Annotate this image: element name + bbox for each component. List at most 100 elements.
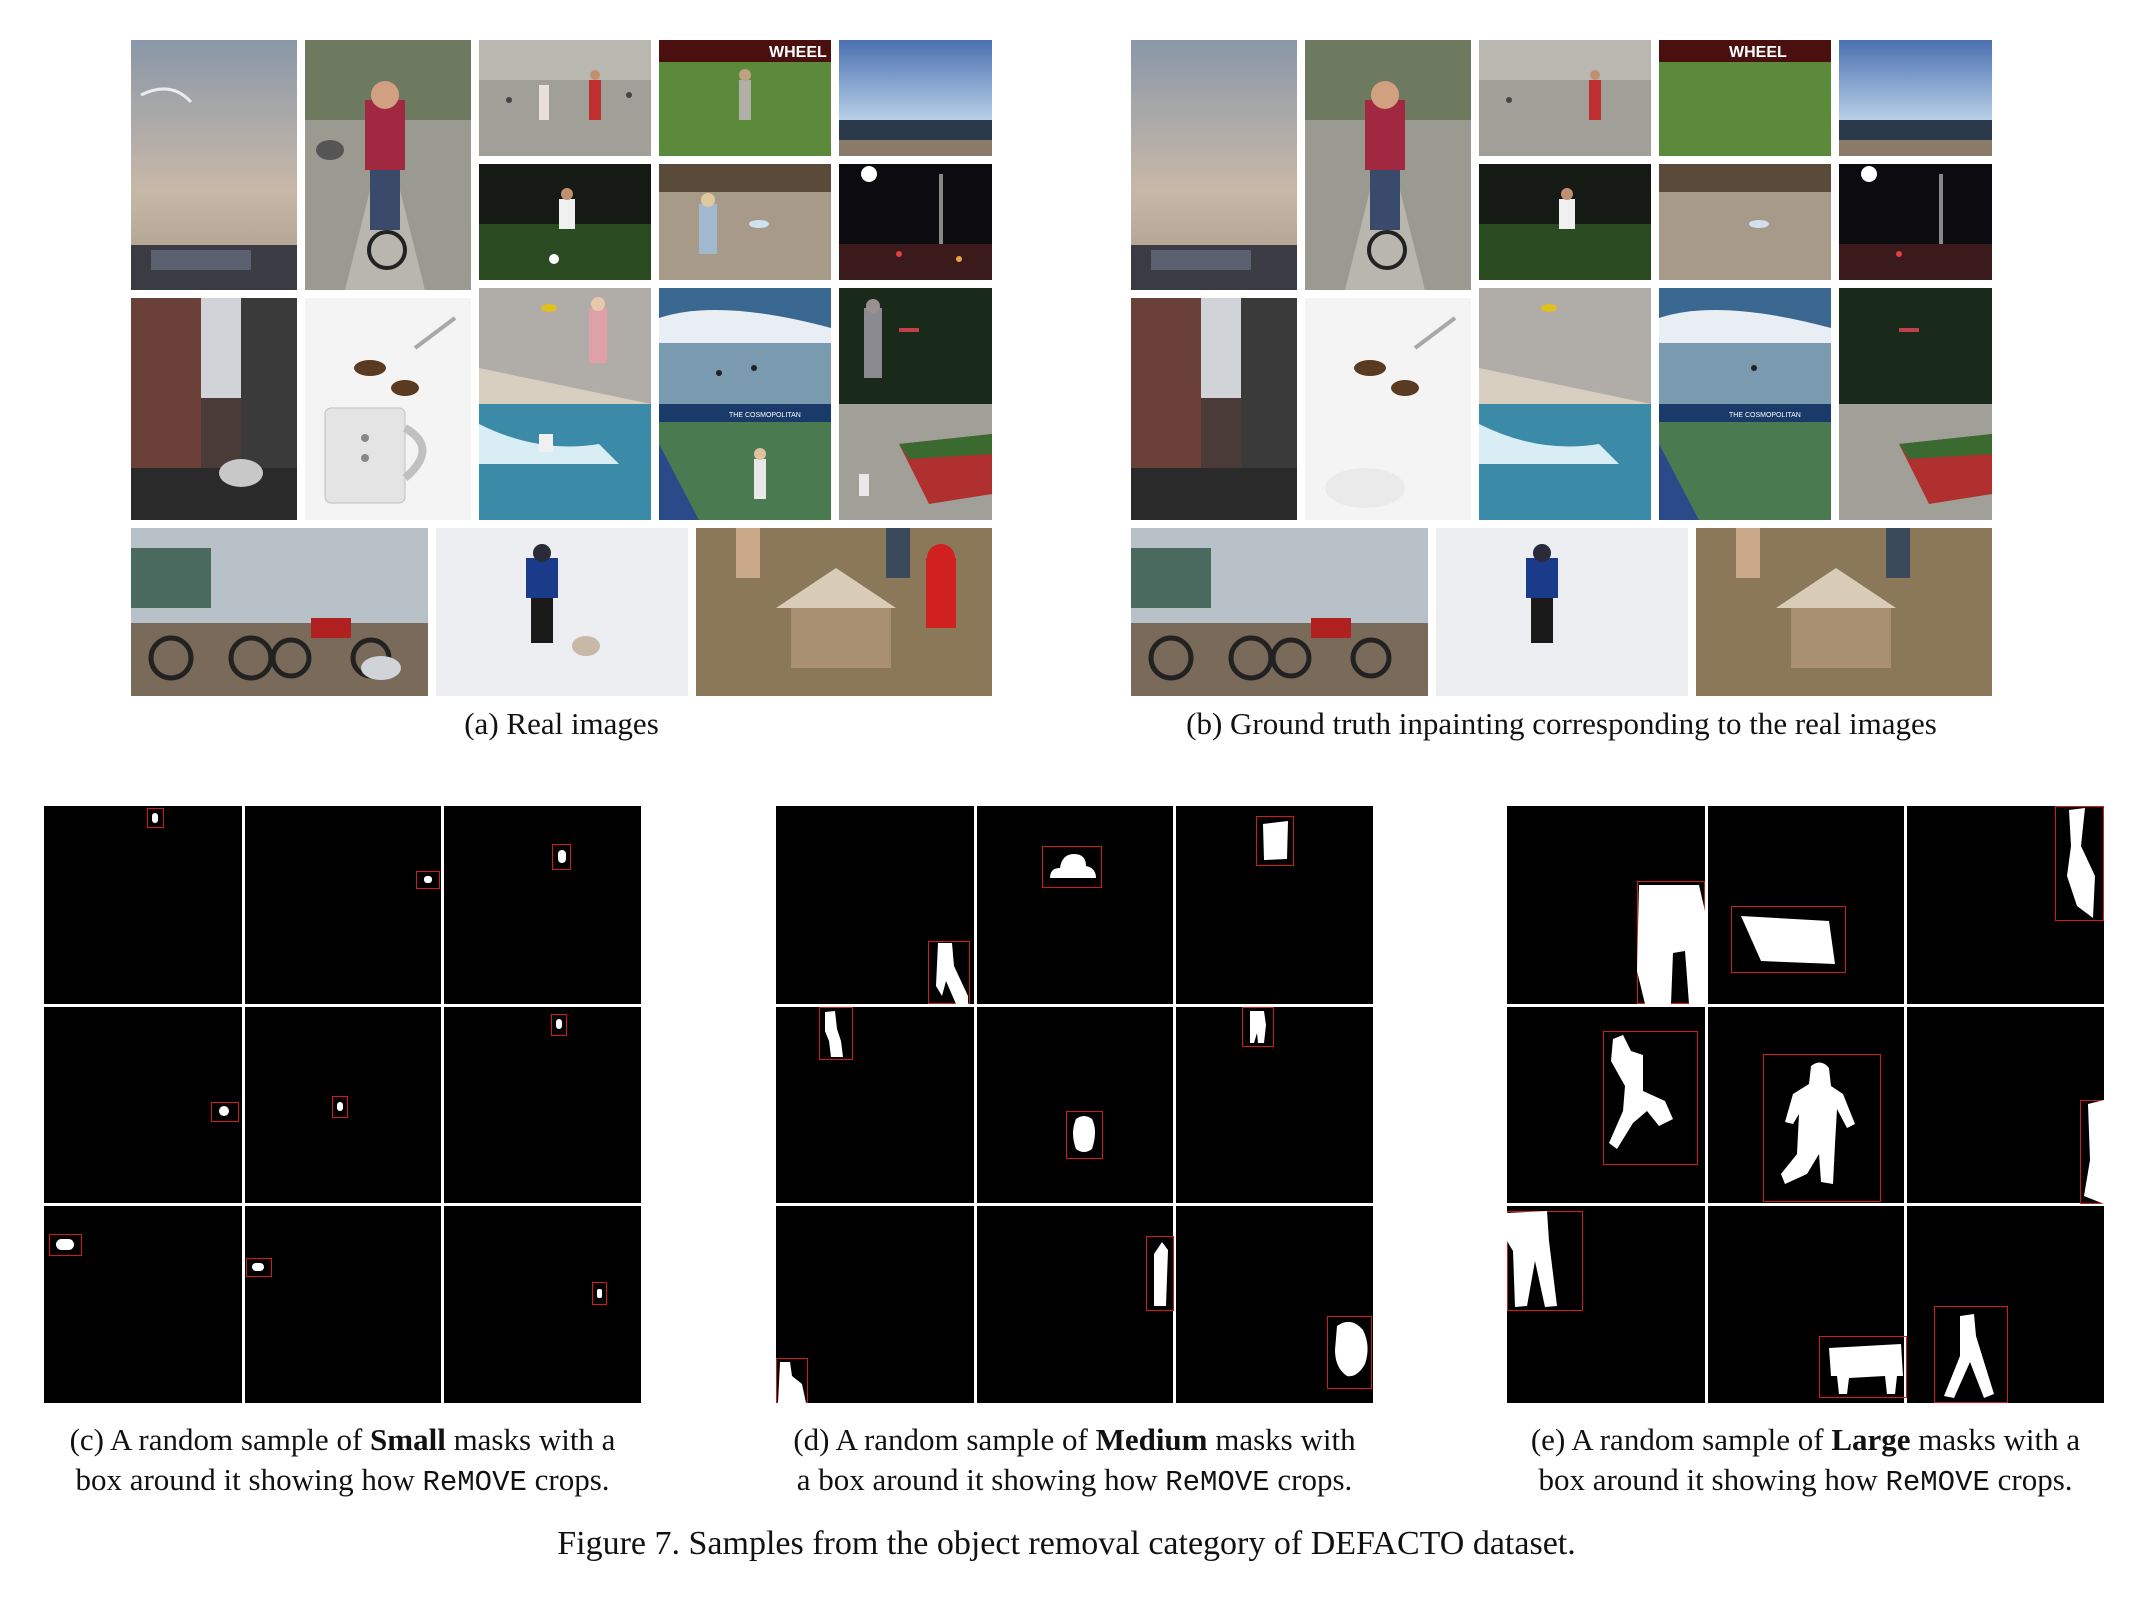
gt-photo-flowerbed: [1839, 404, 1992, 520]
photo-snow-hiker: [436, 528, 688, 696]
caption-text: crops.: [1269, 1462, 1353, 1497]
crop-box: [1146, 1236, 1174, 1311]
panel-a-real-images: WHEEL THE COSMOPOLITAN: [131, 40, 992, 696]
crop-box: [1327, 1316, 1372, 1389]
crop-box: [1819, 1336, 1907, 1398]
gt-photo-spoons: [1305, 298, 1471, 520]
gt-photo-night-soccer: [1479, 164, 1651, 280]
grid-line: [1507, 1004, 2104, 1007]
caption-code: ReMOVE: [1885, 1466, 1990, 1499]
grid-line: [242, 806, 245, 1403]
crop-box: [1934, 1306, 2008, 1403]
crop-box: [1256, 816, 1294, 866]
gt-photo-wheel-field: WHEEL: [1659, 40, 1831, 156]
gt-wheel-sign-text: WHEEL: [1729, 44, 1787, 61]
mask-blob: [56, 1239, 74, 1250]
crop-box: [551, 1014, 567, 1036]
caption-text: (c) A random sample of: [69, 1422, 371, 1457]
panel-d-caption: (d) A random sample of Medium masks with…: [752, 1420, 1397, 1503]
gt-photo-frisbee-beach: [1659, 164, 1831, 280]
photo-wheel-field: WHEEL: [659, 40, 831, 156]
gt-photo-seascape: [1839, 40, 1992, 156]
mask-blob: [1050, 854, 1096, 878]
caption-text: masks with a: [1910, 1422, 2081, 1457]
mask-blob: [1154, 1242, 1168, 1306]
grid-line: [776, 1004, 1373, 1007]
mask-blob: [152, 813, 158, 823]
photo-snow-mountain: [659, 288, 831, 404]
photo-dark-garden: [839, 288, 992, 404]
gt-photo-motorbikes: [1131, 528, 1428, 696]
crop-box: [49, 1234, 82, 1256]
caption-text: a box around it showing how: [796, 1462, 1166, 1497]
panel-d-medium-masks: [776, 806, 1373, 1403]
crop-box: [211, 1102, 239, 1122]
gt-photo-street: [1131, 298, 1297, 520]
gt-photo-snow-hiker: [1436, 528, 1688, 696]
caption-bold: Small: [370, 1422, 446, 1457]
panel-c-caption: (c) A random sample of Small masks with …: [20, 1420, 665, 1503]
photo-girl-pink: [479, 288, 651, 404]
crop-box: [1066, 1111, 1103, 1159]
gt-photo-snow-mountain: [1659, 288, 1831, 404]
crop-box: [819, 1007, 853, 1060]
photo-tennis: THE COSMOPOLITAN: [659, 404, 831, 520]
wheel-sign-text: WHEEL: [769, 44, 827, 61]
mask-blob: [1609, 1035, 1673, 1149]
crop-box: [1042, 846, 1102, 888]
mask-blob: [1637, 885, 1705, 1004]
panel-a-caption: (a) Real images: [464, 706, 659, 741]
caption-text: (e) A random sample of: [1530, 1422, 1832, 1457]
mask-blob: [936, 943, 968, 1004]
mask-blob: [1944, 1314, 1994, 1398]
photo-flowerbed: [839, 404, 992, 520]
crop-box: [416, 871, 440, 889]
mask-blob: [778, 1362, 806, 1403]
grid-line: [44, 1203, 641, 1206]
photo-street: [131, 298, 297, 520]
photo-seascape: [839, 40, 992, 156]
caption-text: box around it showing how: [1538, 1462, 1886, 1497]
mask-blob: [252, 1263, 264, 1271]
photo-sky-house: [131, 40, 297, 290]
gt-photo-dark-garden: [1839, 288, 1992, 404]
photo-sand-house: [696, 528, 992, 696]
gt-cosmopolitan-sign-text: THE COSMOPOLITAN: [1729, 412, 1801, 419]
photo-night-city: [839, 164, 992, 280]
mask-blob: [337, 1102, 343, 1111]
mask-blob: [1781, 1062, 1855, 1184]
crop-box: [332, 1096, 348, 1118]
mask-blob: [1829, 1344, 1903, 1394]
panel-b-caption: (b) Ground truth inpainting correspondin…: [1186, 706, 1937, 741]
photo-beach-crowd: [479, 40, 651, 156]
gt-photo-pavement: [1479, 288, 1651, 404]
caption-text: crops.: [526, 1462, 610, 1497]
mask-blob: [1263, 821, 1288, 860]
caption-code: ReMOVE: [422, 1466, 527, 1499]
mask-blob: [2084, 1100, 2104, 1204]
caption-text: crops.: [1989, 1462, 2073, 1497]
crop-box: [1731, 906, 1846, 973]
mask-blob: [556, 1019, 562, 1029]
photo-spoons-mug: [305, 298, 471, 520]
mask-blob: [597, 1289, 602, 1298]
panel-c-small-masks: [44, 806, 641, 1403]
panel-e-caption: (e) A random sample of Large masks with …: [1483, 1420, 2128, 1503]
grid-line: [1904, 806, 1907, 1403]
grid-line: [776, 1203, 1373, 1206]
mask-blob: [219, 1106, 229, 1116]
gt-photo-wave: [1479, 404, 1651, 520]
panel-b-ground-truth: WHEEL THE COSMOPOLITAN: [1131, 40, 1992, 696]
mask-blob: [1250, 1011, 1266, 1043]
mask-blob: [1741, 916, 1835, 964]
grid-line: [1507, 1203, 2104, 1206]
gt-photo-night-city: [1839, 164, 1992, 280]
grid-line: [441, 806, 444, 1403]
crop-box: [147, 808, 164, 828]
grid-line: [44, 1004, 641, 1007]
caption-code: ReMOVE: [1165, 1466, 1270, 1499]
gt-photo-sand-house: [1696, 528, 1992, 696]
grid-line: [974, 806, 977, 1403]
caption-text: box around it showing how: [75, 1462, 423, 1497]
crop-box: [928, 941, 970, 1004]
